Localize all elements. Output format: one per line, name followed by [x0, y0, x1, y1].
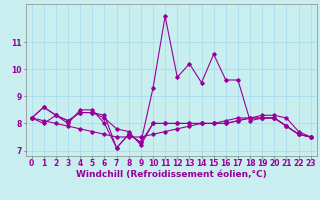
X-axis label: Windchill (Refroidissement éolien,°C): Windchill (Refroidissement éolien,°C): [76, 170, 267, 179]
